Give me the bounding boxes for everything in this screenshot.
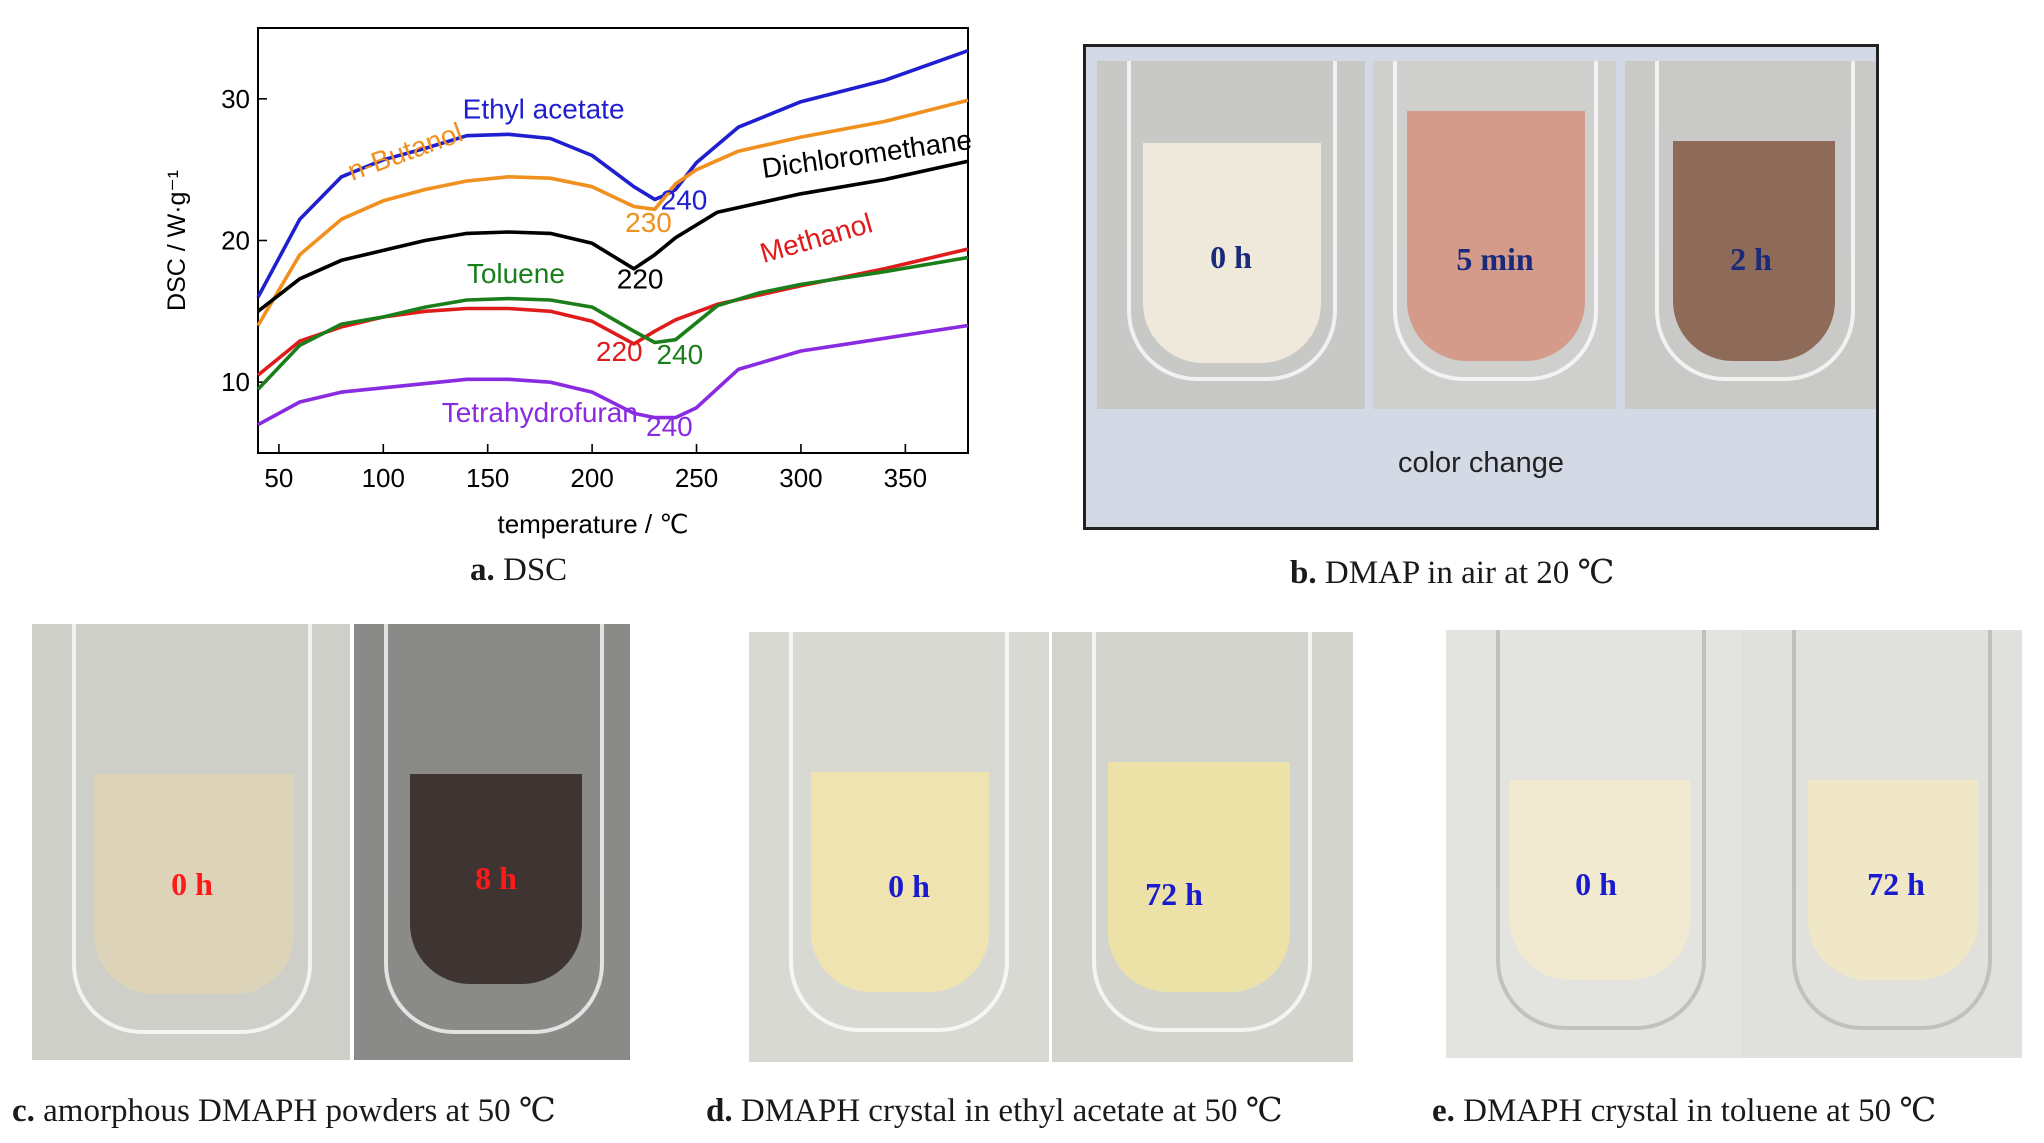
crystal-d-72h bbox=[1108, 762, 1290, 992]
caption-e: e. DMAPH crystal in toluene at 50 ℃ bbox=[1432, 1090, 1936, 1130]
series-line-ethyl-acetate bbox=[256, 49, 969, 299]
y-tick-label: 20 bbox=[221, 226, 250, 256]
y-axis-label: DSC / W·g⁻¹ bbox=[163, 170, 191, 311]
peak-annotation: 220 bbox=[596, 336, 643, 367]
x-tick-label: 250 bbox=[675, 463, 718, 493]
x-tick-label: 150 bbox=[466, 463, 509, 493]
photo-c-0h: 0 h bbox=[32, 624, 350, 1060]
caption-e-letter: e. bbox=[1432, 1093, 1455, 1129]
series-label: Ethyl acetate bbox=[463, 94, 625, 125]
caption-d-text: DMAPH crystal in ethyl acetate at 50 ℃ bbox=[740, 1093, 1283, 1129]
peak-annotation: 240 bbox=[656, 339, 703, 370]
label-e-72h: 72 h bbox=[1867, 866, 1925, 902]
label-c-0h: 0 h bbox=[171, 866, 213, 902]
powder-2h bbox=[1673, 141, 1835, 361]
crystal-e-72h bbox=[1808, 780, 1978, 980]
powder-c-8h bbox=[410, 774, 582, 984]
label-b-5min: 5 min bbox=[1456, 241, 1534, 277]
photo-e-72h: 72 h bbox=[1742, 630, 2022, 1058]
caption-d-letter: d. bbox=[706, 1093, 733, 1129]
series-line-n-butanol bbox=[256, 98, 969, 327]
caption-a-letter: a. bbox=[470, 552, 495, 588]
crystal-d-0h bbox=[811, 772, 989, 992]
x-tick-label: 50 bbox=[264, 463, 293, 493]
caption-b-text: DMAP in air at 20 ℃ bbox=[1324, 555, 1615, 591]
photo-b-2h: 2 h bbox=[1625, 61, 1876, 409]
caption-a-text: DSC bbox=[503, 552, 568, 588]
x-axis-label: temperature / ℃ bbox=[497, 509, 688, 539]
y-tick-label: 10 bbox=[221, 367, 250, 397]
caption-e-text: DMAPH crystal in toluene at 50 ℃ bbox=[1463, 1093, 1937, 1129]
peak-annotation: 240 bbox=[646, 411, 693, 442]
series-label: n-Butanol bbox=[343, 117, 466, 187]
crystal-e-0h bbox=[1510, 780, 1690, 980]
x-tick-label: 350 bbox=[884, 463, 927, 493]
caption-c-letter: c. bbox=[12, 1093, 35, 1129]
x-tick-label: 100 bbox=[362, 463, 405, 493]
photo-b-5min: 5 min bbox=[1373, 61, 1616, 409]
peak-annotation: 240 bbox=[661, 184, 708, 215]
caption-d: d. DMAPH crystal in ethyl acetate at 50 … bbox=[706, 1090, 1283, 1130]
peak-annotation: 230 bbox=[625, 207, 672, 238]
photo-c-8h: 8 h bbox=[354, 624, 630, 1060]
series-label: Dichloromethane bbox=[760, 124, 974, 184]
series-label: Tetrahydrofuran bbox=[442, 397, 638, 428]
label-d-72h: 72 h bbox=[1145, 876, 1203, 912]
series-label: Methanol bbox=[756, 207, 875, 269]
powder-c-0h bbox=[94, 774, 294, 994]
panel-b-title: color change bbox=[1397, 447, 1565, 479]
photo-d-0h: 0 h bbox=[749, 632, 1049, 1062]
label-b-0h: 0 h bbox=[1210, 239, 1252, 275]
caption-c: c. amorphous DMAPH powders at 50 ℃ bbox=[12, 1090, 556, 1130]
powder-0h bbox=[1143, 143, 1321, 363]
y-tick-label: 30 bbox=[221, 84, 250, 114]
series-line-dichloromethane bbox=[256, 159, 969, 313]
caption-c-text: amorphous DMAPH powders at 50 ℃ bbox=[43, 1093, 556, 1129]
photo-d-72h: 72 h bbox=[1052, 632, 1353, 1062]
photo-e-0h: 0 h bbox=[1446, 630, 1742, 1058]
series-label: Toluene bbox=[467, 258, 565, 289]
caption-b: b. DMAP in air at 20 ℃ bbox=[1290, 552, 1614, 592]
panel-b-dmap-air: 0 h 5 min 2 h color change bbox=[1083, 44, 1879, 530]
series-line-tetrahydrofuran bbox=[257, 323, 969, 427]
label-b-2h: 2 h bbox=[1730, 241, 1772, 277]
photo-b-0h: 0 h bbox=[1097, 61, 1365, 409]
label-d-0h: 0 h bbox=[888, 868, 930, 904]
peak-annotation: 220 bbox=[617, 264, 664, 295]
x-tick-label: 300 bbox=[779, 463, 822, 493]
x-tick-label: 200 bbox=[570, 463, 613, 493]
dsc-chart: 50 100 150 200 250 300 350 10 20 30 temperature / … bbox=[163, 27, 974, 539]
powder-5min bbox=[1407, 111, 1585, 361]
series-line-toluene bbox=[256, 255, 969, 391]
caption-b-letter: b. bbox=[1290, 555, 1317, 591]
caption-a: a. DSC bbox=[470, 552, 567, 589]
label-e-0h: 0 h bbox=[1575, 866, 1617, 902]
label-c-8h: 8 h bbox=[475, 860, 517, 896]
